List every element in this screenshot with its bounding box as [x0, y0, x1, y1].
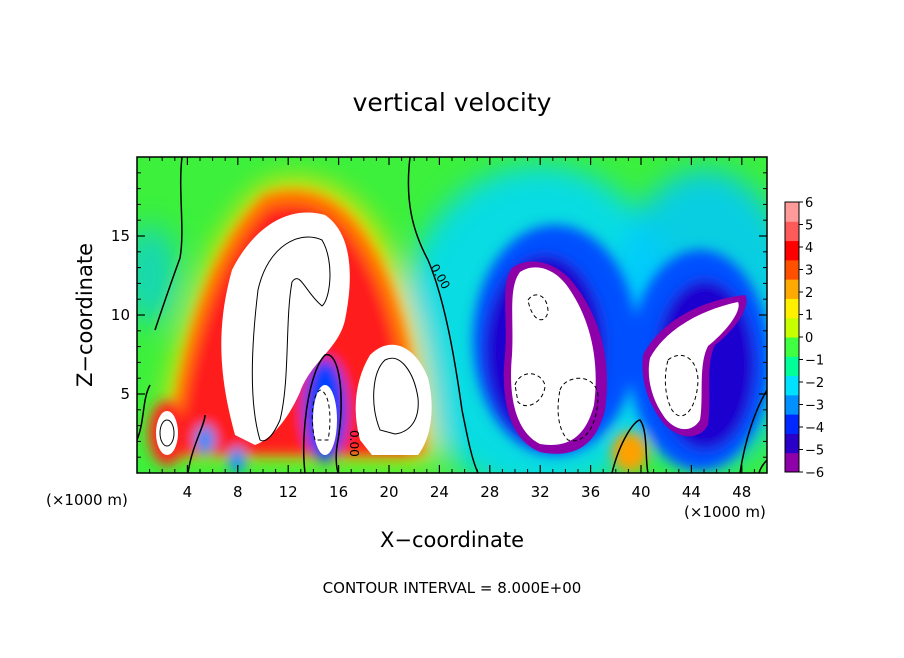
y-tick-label: 10 [111, 306, 130, 324]
colorbar-label: 3 [805, 264, 813, 279]
colorbar-swatch [785, 452, 799, 473]
colorbar-swatch [785, 414, 799, 434]
x-tick-label: 48 [732, 483, 751, 501]
contour-interval-text: CONTOUR INTERVAL = 8.000E+00 [323, 579, 582, 597]
x-tick-label: 36 [581, 483, 600, 501]
colorbar-label: 6 [805, 196, 813, 211]
heatmap-field [137, 157, 767, 473]
x-tick-label: 28 [480, 483, 499, 501]
colorbar-label: −1 [805, 354, 824, 369]
y-axis-ticks: 5 10 15 [111, 172, 767, 458]
colorbar: 6 5 4 3 2 1 0 −1 −2 −3 −4 −5 −6 [784, 196, 824, 481]
contour-label-zero-bottom: 0.00 [347, 430, 361, 457]
colorbar-swatch [785, 394, 799, 415]
colorbar-swatch [785, 317, 799, 338]
y-tick-label: 5 [120, 385, 130, 403]
x-tick-label: 32 [531, 483, 550, 501]
colorbar-swatch [785, 337, 799, 357]
colorbar-label: 4 [805, 241, 813, 256]
x-axis-title: X−coordinate [380, 528, 524, 552]
colorbar-label: 0 [805, 331, 813, 346]
colorbar-label: −3 [805, 399, 824, 414]
colorbar-swatch [785, 375, 799, 396]
x-unit-label-right: (×1000 m) [684, 503, 766, 521]
x-tick-label: 20 [379, 483, 398, 501]
x-tick-label: 4 [183, 483, 193, 501]
colorbar-swatch [785, 279, 799, 299]
y-axis-title: Z−coordinate [73, 243, 97, 387]
x-tick-label: 40 [631, 483, 650, 501]
x-tick-label: 24 [430, 483, 449, 501]
x-tick-label: 12 [279, 483, 298, 501]
y-tick-label: 15 [111, 227, 130, 245]
x-axis-ticks: 4 8 12 16 20 24 28 32 36 40 44 48 [149, 157, 755, 501]
colorbar-label: −4 [805, 421, 824, 436]
x-tick-label: 8 [233, 483, 243, 501]
chart-title: vertical velocity [353, 88, 552, 117]
colorbar-label: 2 [805, 286, 813, 301]
colorbar-swatch [785, 259, 799, 280]
colorbar-label: 5 [805, 219, 813, 234]
x-unit-label-left: (×1000 m) [46, 491, 128, 509]
x-tick-label: 44 [682, 483, 701, 501]
colorbar-label: 1 [805, 309, 813, 324]
colorbar-swatch [785, 356, 799, 377]
colorbar-label: −5 [805, 444, 824, 459]
colorbar-swatch [785, 221, 799, 242]
colorbar-swatch [785, 202, 799, 222]
colorbar-label: −2 [805, 376, 824, 391]
colorbar-swatch [785, 433, 799, 454]
contour-lines [137, 157, 767, 473]
colorbar-swatch [785, 298, 799, 319]
colorbar-label: −6 [805, 466, 824, 481]
x-tick-label: 16 [329, 483, 348, 501]
colorbar-swatch [785, 240, 799, 261]
